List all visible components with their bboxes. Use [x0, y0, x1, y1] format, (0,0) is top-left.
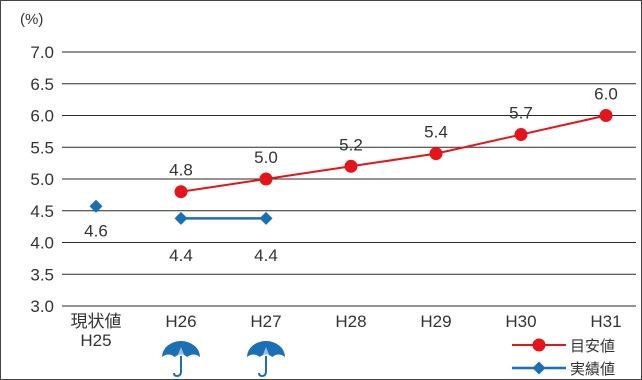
x-tick-label: H28: [335, 312, 366, 331]
legend-marker-target: [532, 338, 546, 352]
data-label-target: 6.0: [594, 85, 618, 104]
legend-marker-actual: [532, 361, 546, 375]
data-label-target: 5.7: [509, 104, 533, 123]
umbrella-highlight: [262, 347, 270, 358]
weather-icons: [162, 341, 285, 378]
x-tick-label: H31: [590, 312, 621, 331]
x-tick-label: H27: [250, 312, 281, 331]
y-axis-unit: (%): [20, 11, 43, 28]
data-label-target: 5.4: [424, 123, 448, 142]
y-tick-label: 3.5: [30, 265, 54, 284]
y-tick-label: 4.5: [30, 202, 54, 221]
data-label-target: 4.8: [169, 161, 193, 180]
data-label-actual: 4.4: [169, 246, 193, 265]
data-label-actual: 4.4: [254, 246, 278, 265]
legend-label-actual: 実績値: [570, 360, 615, 378]
series: 4.8 5.0 5.2 5.4 5.7 6.0 4.6 4.4 4.4: [84, 85, 618, 266]
point-target: [429, 147, 443, 161]
data-label-target: 5.2: [339, 135, 363, 154]
gridlines: [62, 51, 636, 307]
point-actual: [174, 211, 188, 225]
umbrella-icon: [162, 341, 200, 378]
umbrella-handle: [173, 356, 182, 378]
y-axis-ticks: 3.0 3.5 4.0 4.5 5.0 5.5 6.0 6.5 7.0: [30, 43, 54, 316]
umbrella-highlight: [177, 347, 185, 358]
y-tick-label: 5.5: [30, 138, 54, 157]
point-target: [259, 172, 273, 186]
point-target: [344, 159, 358, 173]
point-target: [174, 185, 188, 199]
y-tick-label: 6.5: [30, 75, 54, 94]
series-line-target: [180, 114, 607, 193]
umbrella-icon: [247, 341, 285, 378]
x-tick-label: H25: [80, 331, 111, 350]
x-tick-label: 現状値: [71, 312, 122, 331]
data-label-actual: 4.6: [84, 221, 108, 240]
x-tick-label: H30: [505, 312, 536, 331]
x-tick-label: H29: [420, 312, 451, 331]
data-label-target: 5.0: [254, 148, 278, 167]
y-tick-label: 3.0: [30, 297, 54, 316]
legend-label-target: 目安値: [570, 337, 615, 355]
point-target: [514, 128, 528, 142]
y-tick-label: 6.0: [30, 107, 54, 126]
point-actual: [89, 199, 103, 213]
legend: 目安値 実績値: [512, 337, 615, 378]
y-tick-label: 5.0: [30, 170, 54, 189]
point-target: [599, 109, 613, 122]
umbrella-handle: [258, 356, 267, 378]
x-tick-label: H26: [165, 312, 196, 331]
y-tick-label: 4.0: [30, 234, 54, 253]
point-actual: [259, 211, 273, 225]
y-tick-label: 7.0: [30, 43, 54, 62]
